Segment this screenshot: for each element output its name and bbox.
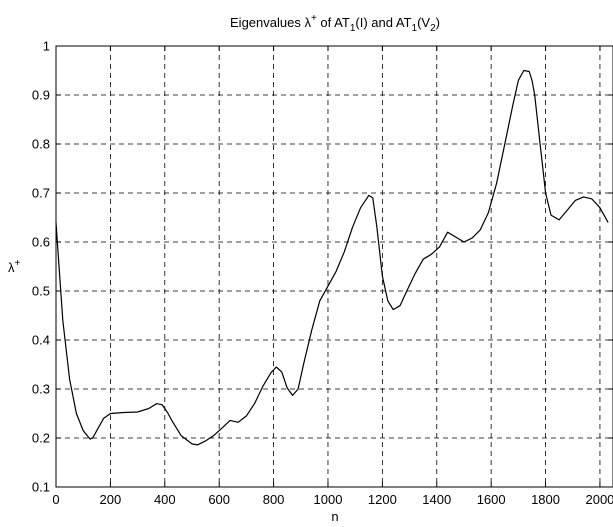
x-tick-label: 2000 bbox=[585, 492, 613, 507]
tick-labels: 0 200 400 600 800 1000 1200 1400 1600 1800 2000 0.1… bbox=[32, 39, 613, 508]
y-tick-label: 0.3 bbox=[32, 382, 50, 397]
y-tick-label: 0.4 bbox=[32, 333, 50, 348]
x-axis-label: n bbox=[331, 509, 338, 524]
y-tick-label: 0.1 bbox=[32, 480, 50, 495]
plot-frame bbox=[55, 45, 613, 488]
x-tick-label: 1800 bbox=[531, 492, 560, 507]
x-tick-label: 1200 bbox=[368, 492, 397, 507]
y-tick-label: 0.5 bbox=[32, 284, 50, 299]
grid bbox=[56, 46, 613, 487]
x-tick-label: 1600 bbox=[477, 492, 506, 507]
chart-title: Eigenvalues λ+ of AT1(I) and AT1(V2) bbox=[230, 13, 440, 34]
axes bbox=[55, 45, 613, 488]
series-line bbox=[55, 69, 609, 446]
x-tick-label: 1000 bbox=[314, 492, 343, 507]
x-tick-label: 0 bbox=[52, 492, 59, 507]
y-tick-label: 0.7 bbox=[32, 186, 50, 201]
y-tick-label: 0.9 bbox=[32, 88, 50, 103]
series-layer bbox=[55, 69, 609, 446]
x-tick-label: 400 bbox=[154, 492, 176, 507]
x-tick-label: 200 bbox=[100, 492, 122, 507]
y-tick-label: 1 bbox=[43, 39, 50, 54]
y-tick-label: 0.8 bbox=[32, 137, 50, 152]
x-tick-label: 600 bbox=[208, 492, 230, 507]
y-axis-label: λ+ bbox=[8, 258, 21, 275]
x-tick-label: 800 bbox=[263, 492, 285, 507]
y-tick-label: 0.6 bbox=[32, 235, 50, 250]
y-tick-label: 0.2 bbox=[32, 431, 50, 446]
x-tick-label: 1400 bbox=[422, 492, 451, 507]
